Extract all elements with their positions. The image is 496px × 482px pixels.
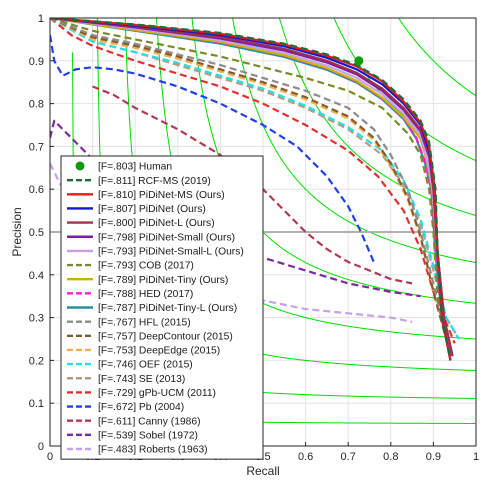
legend-label: [F=.753] DeepEdge (2015) — [98, 346, 220, 357]
y-tick-label: 0.9 — [29, 56, 44, 68]
iso-f-curve — [333, 18, 476, 161]
legend: [F=.803] Human [F=.811] RCF-MS (2019) [F=.… — [60, 155, 264, 460]
legend-label: [F=.793] COB (2017) — [98, 261, 194, 272]
legend-label: [F=.798] PiDiNet-Small (Ours) — [98, 232, 235, 243]
series-line — [50, 18, 460, 340]
legend-label: [F=.810] PiDiNet-MS (Ours) — [98, 190, 225, 201]
human-point — [354, 56, 364, 66]
y-axis-label: Precision — [10, 207, 24, 256]
x-tick-label: 0.9 — [426, 451, 441, 463]
iso-f-curve — [397, 18, 476, 96]
legend-label: [F=.483] Roberts (1963) — [98, 445, 208, 456]
y-tick-label: 0.3 — [29, 313, 44, 325]
series-line — [50, 18, 448, 340]
legend-label: [F=.811] RCF-MS (2019) — [98, 176, 211, 187]
legend-marker — [75, 161, 85, 171]
legend-label: [F=.788] HED (2017) — [98, 289, 193, 300]
legend-label: [F=.789] PiDiNet-Tiny (Ours) — [98, 275, 228, 286]
legend-label: [F=.803] Human — [98, 162, 172, 173]
legend-label: [F=.743] SE (2013) — [98, 374, 185, 385]
series-line — [92, 85, 413, 285]
y-tick-label: 0.5 — [29, 227, 44, 239]
legend-label: [F=.539] Sobel (1972) — [98, 430, 198, 441]
legend-label: [F=.729] gPb-UCM (2011) — [98, 388, 216, 399]
x-tick-label: 0.7 — [341, 451, 356, 463]
legend-label: [F=.807] PiDiNet (Ours) — [98, 204, 206, 215]
legend-label: [F=.611] Canny (1986) — [98, 416, 201, 427]
legend-label: [F=.757] DeepContour (2015) — [98, 331, 233, 342]
series-line — [50, 18, 448, 340]
legend-label: [F=.767] HFL (2015) — [98, 317, 191, 328]
series-line — [50, 18, 452, 361]
y-tick-label: 0.2 — [29, 355, 44, 367]
legend-box — [60, 155, 264, 460]
series-line — [50, 119, 421, 298]
legend-label: [F=.672] Pb (2004) — [98, 402, 184, 413]
series-lines — [50, 18, 460, 361]
x-axis-label: Recall — [246, 464, 279, 478]
legend-label: [F=.793] PiDiNet-Small-L (Ours) — [98, 247, 244, 258]
series-line — [50, 18, 456, 344]
y-tick-label: 0.7 — [29, 141, 44, 153]
y-tick-label: 0.4 — [29, 270, 44, 282]
legend-label: [F=.787] PiDiNet-Tiny-L (Ours) — [98, 303, 237, 314]
x-tick-label: 0 — [47, 451, 53, 463]
y-tick-label: 0.8 — [29, 99, 44, 111]
legend-label: [F=.800] PiDiNet-L (Ours) — [98, 218, 215, 229]
y-tick-label: 0.6 — [29, 184, 44, 196]
x-tick-label: 0.8 — [383, 451, 398, 463]
y-tick-label: 0 — [38, 441, 44, 453]
x-tick-label: 0.6 — [298, 451, 313, 463]
human-marker — [354, 56, 364, 66]
series-line — [50, 34, 375, 263]
legend-label: [F=.746] OEF (2015) — [98, 360, 193, 371]
y-tick-label: 1 — [38, 13, 44, 25]
iso-f-curve — [278, 18, 476, 216]
y-tick-labels: 0 0.1 0.2 0.3 0.4 0.5 0.6 0.7 0.8 0.9 1 — [29, 13, 44, 453]
series-line — [50, 18, 448, 340]
x-tick-label: 1 — [473, 451, 479, 463]
y-tick-label: 0.1 — [29, 398, 44, 410]
